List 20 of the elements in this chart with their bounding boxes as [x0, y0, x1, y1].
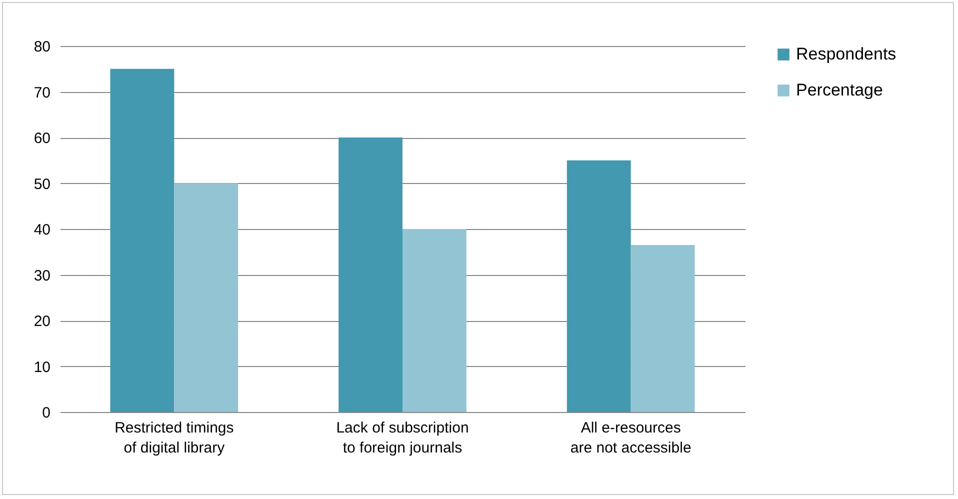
bar	[402, 229, 466, 412]
y-tick-label: 10	[34, 358, 50, 376]
legend-label: Percentage	[796, 80, 883, 100]
bar	[630, 245, 695, 412]
x-tick-label: Restricted timings of digital library	[114, 420, 234, 456]
bar	[174, 183, 238, 412]
legend-label: Respondents	[796, 44, 896, 64]
y-tick-label: 50	[34, 176, 50, 193]
x-tick-label: Lack of subscription to foreign journals	[336, 420, 469, 456]
bar	[338, 138, 402, 412]
y-tick-label: 80	[34, 38, 50, 56]
y-tick-label: 60	[34, 130, 50, 147]
y-tick-label: 40	[34, 222, 50, 238]
bar	[110, 68, 174, 412]
y-tick-label: 70	[34, 84, 50, 102]
x-tick-label: All e-resources are not accessible	[570, 420, 692, 456]
y-tick-label: 30	[34, 267, 50, 284]
y-tick-label: 20	[34, 313, 50, 330]
y-tick-label: 0	[42, 404, 50, 422]
bar	[566, 160, 631, 412]
